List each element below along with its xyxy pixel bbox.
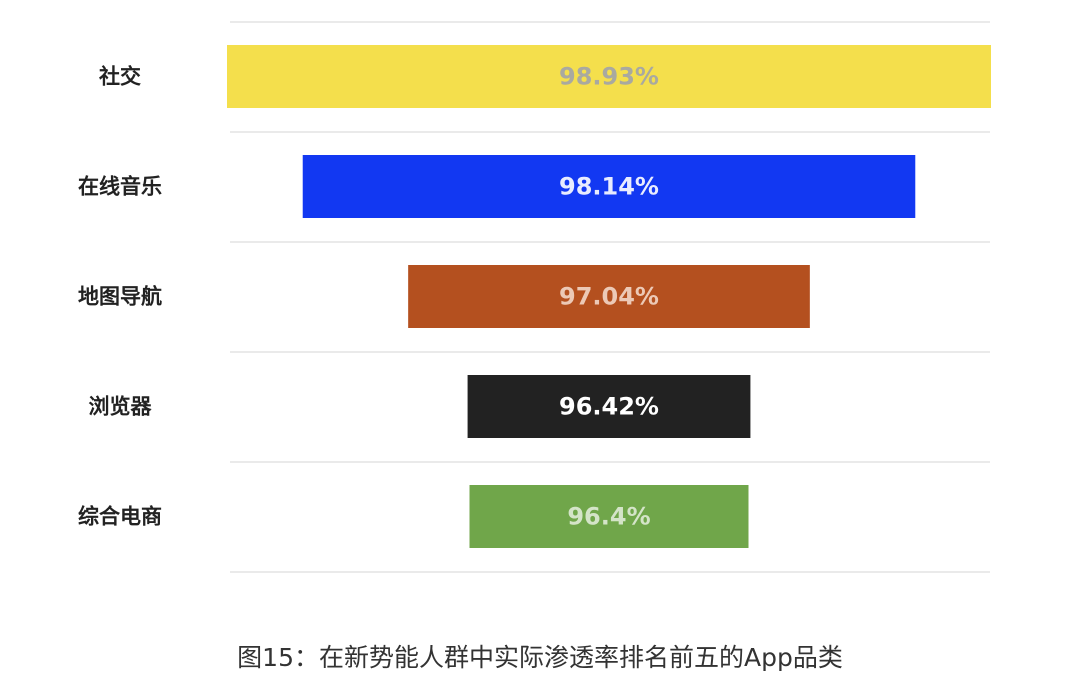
value-label: 97.04% (559, 283, 659, 311)
category-label: 在线音乐 (78, 175, 162, 199)
bar-2 (408, 265, 810, 328)
value-label: 98.14% (559, 173, 659, 201)
category-label: 浏览器 (89, 395, 153, 419)
category-label: 地图导航 (78, 285, 162, 309)
chart-caption: 图15：在新势能人群中实际渗透率排名前五的App品类 (237, 643, 843, 672)
category-label: 综合电商 (78, 505, 162, 529)
value-label: 98.93% (559, 63, 659, 91)
bar-1 (302, 155, 916, 218)
value-label: 96.4% (567, 503, 650, 531)
bar-4 (469, 485, 749, 548)
value-label: 96.42% (559, 393, 659, 421)
category-label: 社交 (98, 65, 141, 89)
bar-3 (467, 375, 751, 438)
bar-0 (226, 45, 992, 108)
funnel-chart: 98.93% 社交 98.14% 在线音乐 97.04% 地图导航 96.42% 浏览器 96.… (78, 21, 992, 573)
